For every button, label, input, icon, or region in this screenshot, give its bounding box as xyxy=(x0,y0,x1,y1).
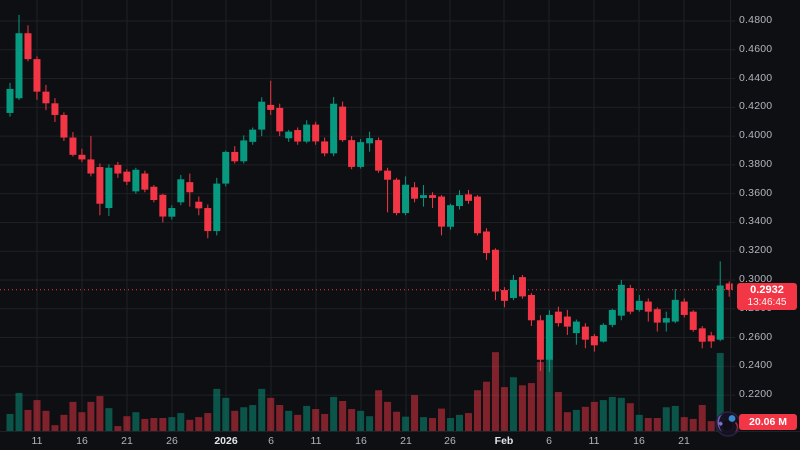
price-tick-label: 0.4800 xyxy=(739,14,773,26)
price-tick-label: 0.3400 xyxy=(739,215,773,228)
time-tick-label: 26 xyxy=(166,435,178,447)
last-price-badge: 0.2932 13:46:45 xyxy=(737,283,797,311)
time-tick-label: 16 xyxy=(355,435,367,447)
price-tick-label: 0.3000 xyxy=(739,272,773,285)
price-axis[interactable]: 0.4800 0.4600 0.4400 0.4200 0.4000 0.3800 0.36… xyxy=(730,0,800,432)
time-tick-label: 11 xyxy=(31,435,43,447)
time-tick-label: 6 xyxy=(546,435,552,447)
time-tick-label: 21 xyxy=(121,435,133,447)
time-tick-label: 6 xyxy=(268,435,274,447)
time-tick-label: 21 xyxy=(678,435,690,447)
volume-value: 20.06 M xyxy=(749,416,787,428)
price-tick-label: 0.3800 xyxy=(739,157,773,170)
time-tick-label: 16 xyxy=(633,435,645,447)
price-tick-label: 0.3200 xyxy=(739,244,773,257)
time-axis[interactable]: 11 16 21 26 2026 6 11 16 21 26 Feb 6 11 16 21 xyxy=(0,431,800,450)
time-tick-label: 26 xyxy=(444,435,456,447)
bar-countdown-timer: 13:46:45 xyxy=(747,297,787,309)
time-tick-label: 11 xyxy=(588,435,600,447)
time-tick-label: Feb xyxy=(494,435,514,447)
price-tick-label: 0.2600 xyxy=(739,330,773,343)
volume-badge: 20.06 M xyxy=(739,414,797,430)
last-price-value: 0.2932 xyxy=(750,284,784,297)
price-tick-label: 0.2400 xyxy=(739,359,773,372)
coin-logo-icon xyxy=(715,411,741,437)
time-tick-label: 2026 xyxy=(214,435,238,447)
time-tick-label: 11 xyxy=(310,435,322,447)
price-tick-label: 0.4600 xyxy=(739,42,773,55)
price-tick-label: 0.2200 xyxy=(739,388,773,401)
price-tick-label: 0.4400 xyxy=(739,71,773,84)
price-tick-label: 0.4000 xyxy=(739,129,773,142)
price-tick-label: 0.3600 xyxy=(739,186,773,199)
time-tick-label: 16 xyxy=(76,435,88,447)
time-tick-label: 21 xyxy=(400,435,412,447)
price-tick-label: 0.4200 xyxy=(739,100,773,113)
